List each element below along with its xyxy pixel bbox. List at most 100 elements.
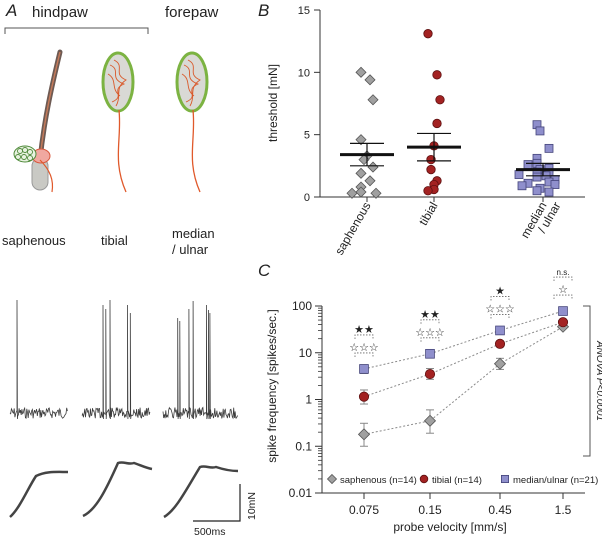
b-point-diamond <box>367 94 379 106</box>
b-y-tick-label: 15 <box>298 5 310 17</box>
c-y-tick-label: 0.1 <box>295 439 312 453</box>
c-legend: saphenous (n=14) tibial (n=14) median/ulna… <box>326 473 598 486</box>
c-point-diamond <box>357 428 371 441</box>
c-point-circle <box>424 368 436 380</box>
label-median-line1: median <box>172 226 215 241</box>
c-sig-bracket-upper <box>420 319 440 324</box>
c-sig-lower: ☆☆☆ <box>415 327 445 339</box>
c-sig-lower: ☆☆☆ <box>349 342 379 354</box>
scale-force: 10mN <box>246 492 258 520</box>
b-y-tick-label: 0 <box>304 192 310 204</box>
panel-b-letter: B <box>258 1 269 20</box>
saphenous-fibre <box>39 159 54 193</box>
c-sig-bracket-lower <box>420 337 440 342</box>
scale-time: 500ms <box>194 526 226 537</box>
legend-label: tibial (n=14) <box>432 475 482 486</box>
c-point-circle <box>358 391 370 402</box>
c-sig-upper: n.s. <box>557 268 570 277</box>
tibial-corpuscle-endings <box>107 59 127 107</box>
b-point-circle <box>426 164 436 175</box>
c-y-tick-label: 1 <box>305 393 312 407</box>
c-y-tick-label: 0.01 <box>289 486 313 500</box>
b-point-diamond <box>355 167 367 179</box>
b-point-diamond <box>355 186 367 198</box>
b-y-tick-label: 5 <box>304 130 310 142</box>
b-point-diamond <box>370 187 382 199</box>
median-fibre <box>191 109 201 193</box>
anova-label: ANOVA P<0.0001 <box>594 340 602 421</box>
saphenous-nerve-trunk <box>37 49 63 163</box>
hindpaw-bracket <box>4 27 149 34</box>
trace-median <box>162 300 239 420</box>
legend-label: saphenous (n=14) <box>340 475 417 486</box>
c-series-line <box>363 310 564 370</box>
c-point-square <box>425 348 435 359</box>
b-point-circle <box>432 118 442 129</box>
c-point-circle <box>557 317 569 328</box>
c-sig-bracket-lower <box>553 294 573 300</box>
label-median-line2: / ulnar <box>172 242 209 257</box>
force-traces <box>9 461 239 519</box>
c-sig-bracket-upper <box>354 334 374 339</box>
c-series-line <box>363 326 564 435</box>
saphenous-illustration <box>13 49 63 193</box>
b-x-tick-label: saphenous <box>332 200 373 258</box>
c-sig-bracket-lower <box>490 314 510 319</box>
forepaw-label: forepaw <box>165 4 219 21</box>
c-point-square <box>558 306 568 316</box>
b-point-square <box>550 180 560 189</box>
b-point-square <box>532 172 542 182</box>
force-median <box>163 465 239 519</box>
c-point-square <box>495 325 505 336</box>
c-x-axis-title: probe velocity [mm/s] <box>393 520 506 534</box>
b-y-axis-title: threshold [mN] <box>266 64 280 142</box>
force-tibial <box>82 461 153 518</box>
c-sig-lower: ☆☆☆ <box>485 303 515 315</box>
b-point-square <box>535 126 545 136</box>
b-point-circle <box>426 154 436 165</box>
saphenous-nerve-core <box>39 51 61 161</box>
force-saphenous <box>9 470 69 518</box>
panel-c-letter: C <box>258 261 271 280</box>
c-sig-lower: ☆ <box>558 284 568 296</box>
legend-marker-square <box>500 474 509 483</box>
b-x-labels: saphenous tibial median/ ulnar <box>332 197 564 258</box>
saphenous-gland <box>13 145 37 163</box>
saphenous-gland-texture <box>15 147 33 161</box>
c-point-square <box>359 364 369 374</box>
c-y-ticks: 0.01 0.1 1 10 100 <box>289 299 322 500</box>
legend-label: median/ulnar (n=21) <box>513 475 598 486</box>
b-point-diamond <box>346 187 358 199</box>
tibial-illustration <box>101 51 135 193</box>
c-series <box>357 306 570 447</box>
b-point-circle <box>435 95 445 105</box>
c-x-tick-label: 1.5 <box>555 503 572 517</box>
panel-a: A hindpaw forepaw <box>2 1 258 537</box>
trace-tibial <box>81 299 151 420</box>
spike-traces <box>9 299 239 420</box>
median-corpuscle-endings <box>181 59 201 107</box>
c-x-tick-label: 0.45 <box>488 503 512 517</box>
label-saphenous: saphenous <box>2 233 66 248</box>
b-point-circle <box>432 70 442 80</box>
b-point-diamond <box>367 161 379 173</box>
c-sig-upper: ★★ <box>420 309 440 321</box>
c-x-ticks: 0.075 0.15 0.45 1.5 <box>349 493 572 517</box>
c-sig-upper: ★ <box>495 285 505 297</box>
tibial-fibre <box>117 109 127 193</box>
b-x-tick-label: tibial <box>416 200 440 228</box>
b-point-diamond <box>355 134 367 146</box>
c-sig-upper: ★★ <box>354 324 374 336</box>
b-point-square <box>532 186 542 196</box>
b-point-square <box>514 170 524 179</box>
scale-bar <box>193 484 241 522</box>
c-y-axis-title: spike frequency [spikes/sec.] <box>265 309 279 462</box>
c-x-tick-label: 0.15 <box>418 503 442 517</box>
c-point-diamond <box>493 357 507 370</box>
b-means <box>340 132 570 177</box>
b-y-tick-label: 10 <box>298 67 310 79</box>
b-point-diamond <box>355 66 367 78</box>
b-point-square <box>517 181 527 191</box>
